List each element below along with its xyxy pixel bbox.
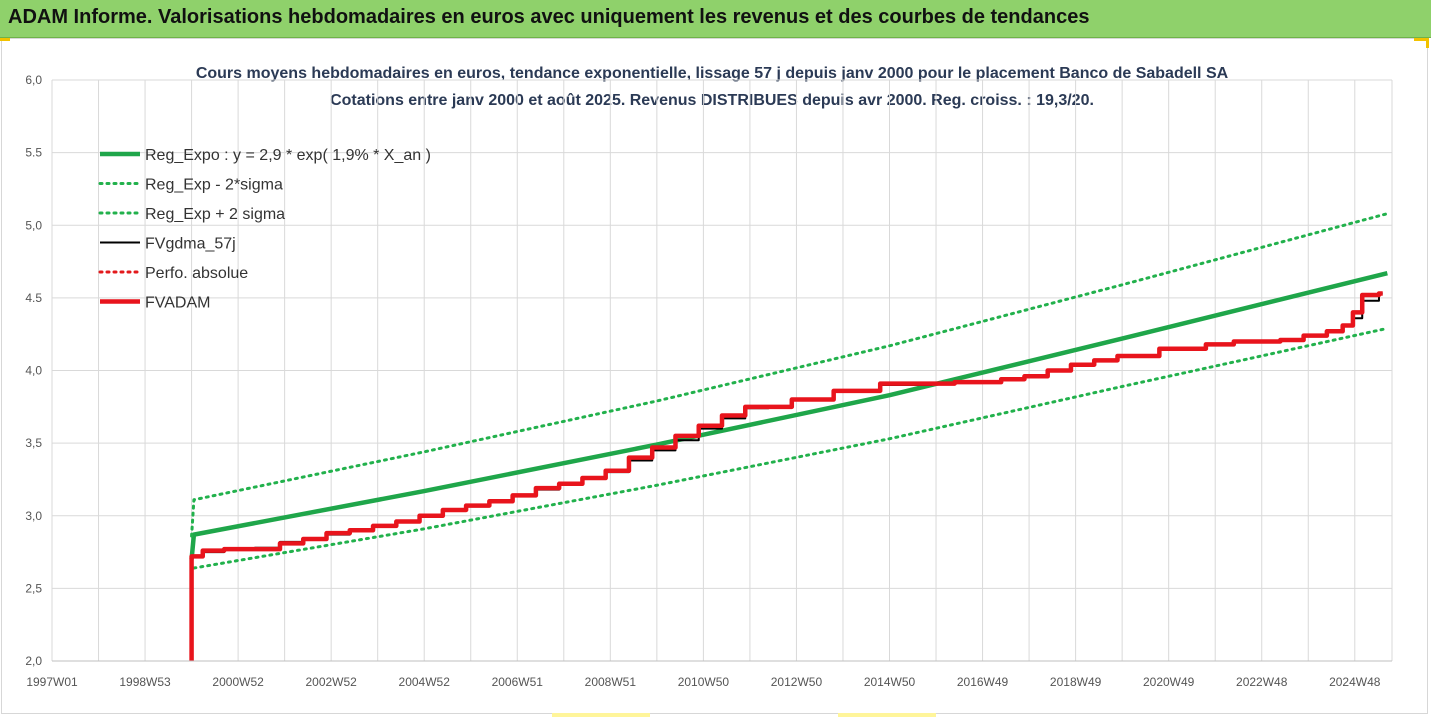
legend: Reg_Expo : y = 2,9 * exp( 1,9% * X_an ) R…	[98, 147, 431, 312]
legend-label: Reg_Exp - 2*sigma	[145, 177, 283, 194]
x-tick-label: 2006W51	[492, 675, 544, 689]
x-tick-label: 2018W49	[1050, 675, 1102, 689]
legend-label: Perfo. absolue	[145, 265, 248, 282]
chart-frame	[1, 38, 1428, 714]
series-line-0	[189, 270, 1388, 560]
legend-label: FVADAM	[145, 295, 210, 312]
x-tick-label: 1997W01	[26, 675, 78, 689]
chart-subtitle: Cotations entre janv 2000 et août 2025. …	[330, 92, 1094, 109]
x-tick-label: 2002W52	[305, 675, 357, 689]
report-header: ADAM Informe. Valorisations hebdomadaire…	[0, 0, 1431, 38]
x-tick-label: 2008W51	[585, 675, 637, 689]
x-tick-label: 2016W49	[957, 675, 1009, 689]
y-tick-label: 4,0	[25, 364, 42, 378]
axis-layer: 2,0 2,5 3,0 3,5 4,0 4.5 5,0 5.5 6,0 1997W01 1998W5…	[25, 73, 1392, 689]
y-tick-label: 2,0	[25, 654, 42, 668]
corner-marker-left	[0, 38, 10, 41]
legend-label: Reg_Expo : y = 2,9 * exp( 1,9% * X_an )	[145, 147, 431, 164]
y-tick-label: 6,0	[25, 73, 42, 87]
series-layer	[189, 212, 1389, 661]
grid-layer	[51, 79, 1393, 662]
series-line-1	[192, 326, 1389, 570]
report-title: ADAM Informe. Valorisations hebdomadaire…	[8, 6, 1090, 28]
x-tick-label: 2014W50	[864, 675, 916, 689]
x-tick-label: 2012W50	[771, 675, 823, 689]
y-tick-label: 3,5	[25, 436, 42, 450]
x-tick-label: 2000W52	[212, 675, 264, 689]
footer-highlight-1	[552, 713, 650, 717]
legend-label: Reg_Exp + 2 sigma	[145, 206, 285, 223]
x-tick-label: 2010W50	[678, 675, 730, 689]
corner-marker-right	[1414, 38, 1428, 41]
corner-marker-right-v	[1426, 38, 1429, 48]
legend-label: FVgdma_57j	[145, 236, 236, 253]
series-line-2	[190, 212, 1389, 538]
chart-title: Cours moyens hebdomadaires en euros, ten…	[196, 65, 1229, 82]
x-tick-label: 2020W49	[1143, 675, 1195, 689]
y-tick-label: 3,0	[25, 509, 42, 523]
y-tick-label: 5.5	[25, 146, 42, 160]
y-tick-label: 4.5	[25, 291, 42, 305]
y-tick-label: 2,5	[25, 581, 42, 595]
x-tick-label: 2022W48	[1236, 675, 1288, 689]
x-tick-label: 2004W52	[399, 675, 451, 689]
x-tick-label: 2024W48	[1329, 675, 1381, 689]
x-tick-label: 1998W53	[119, 675, 171, 689]
footer-highlight-2	[838, 713, 936, 717]
series-line-5	[189, 291, 1383, 661]
y-tick-label: 5,0	[25, 218, 42, 232]
